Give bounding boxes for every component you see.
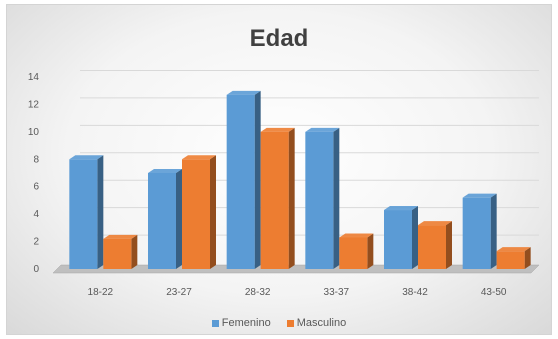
bar-side [412,206,418,269]
bar-front [69,159,98,269]
bar-masculino-38-42 [418,221,452,269]
bar-front [226,94,255,269]
bar-front [182,159,210,269]
legend-label-femenino: Femenino [221,317,271,329]
bar-front [496,251,525,269]
bar-top [103,234,138,239]
bar-top [418,221,452,226]
y-axis-ticks: 0 2 4 6 8 10 12 14 [28,72,40,275]
bar-side [254,90,261,269]
x-tick-label: 18-22 [88,287,114,298]
bar-top [339,233,374,238]
legend-label-masculino: Masculino [296,317,347,329]
bar-femenino-18-22 [69,155,104,269]
bar-femenino-33-37 [305,127,340,269]
bar-top [148,169,182,173]
bar-femenino-38-42 [384,206,418,269]
bar-masculino-33-37 [339,233,374,269]
bar-front [418,225,446,269]
bar-side [131,234,138,269]
legend-swatch-femenino [211,319,219,327]
bar-front [260,131,289,269]
bars [69,90,531,269]
x-tick-label: 38-42 [402,287,428,298]
bar-side [176,169,182,269]
bar-masculino-18-22 [103,234,138,269]
bar-side [367,233,374,269]
bar-side [524,247,531,269]
bar-front [462,197,491,269]
bar-masculino-28-32 [260,127,295,269]
x-tick-label: 28-32 [245,287,271,298]
bar-front [103,238,132,269]
y-tick-label: 4 [33,209,39,220]
chart-plot: 0 2 4 6 8 10 12 14 18-22 23-27 28-32 33-37 38-42 43-… [28,70,540,298]
bar-side [97,155,104,269]
bar-side [288,127,295,269]
bar-masculino-43-50 [496,247,531,269]
x-tick-label: 23-27 [166,287,192,298]
bar-side [446,221,452,269]
y-tick-label: 12 [28,99,40,110]
bar-side [210,155,216,269]
y-tick-label: 6 [33,182,39,193]
bar-top [182,155,216,160]
x-axis-ticks: 18-22 23-27 28-32 33-37 38-42 43-50 [88,287,507,298]
bar-masculino-23-27 [182,155,216,269]
y-tick-label: 14 [28,72,40,83]
chart-frame: Edad 0 2 4 6 8 10 12 14 18-22 23-27 28-32 33-37 38-… [6,4,552,335]
bar-top [260,127,295,132]
bar-top [462,193,497,198]
bar-top [496,247,531,252]
bar-front [384,210,412,269]
bar-front [148,173,176,269]
bar-top [384,206,418,211]
bar-side [490,193,497,269]
legend-item-femenino: Femenino [211,317,271,329]
bar-top [226,90,261,95]
bar-front [339,237,368,269]
bar-front [305,131,334,269]
y-tick-label: 8 [33,154,39,165]
bar-side [333,127,340,269]
legend: Femenino Masculino [7,317,551,329]
legend-item-masculino: Masculino [286,317,347,329]
x-tick-label: 43-50 [481,287,507,298]
bar-femenino-28-32 [226,90,261,269]
x-tick-label: 33-37 [324,287,350,298]
chart-title: Edad [249,25,309,52]
bar-femenino-23-27 [148,169,182,269]
bar-femenino-43-50 [462,193,497,269]
bar-top [305,127,340,132]
legend-swatch-masculino [286,319,294,327]
y-tick-label: 0 [33,264,39,275]
y-tick-label: 10 [28,127,40,138]
y-tick-label: 2 [33,237,39,248]
bar-top [69,155,104,160]
